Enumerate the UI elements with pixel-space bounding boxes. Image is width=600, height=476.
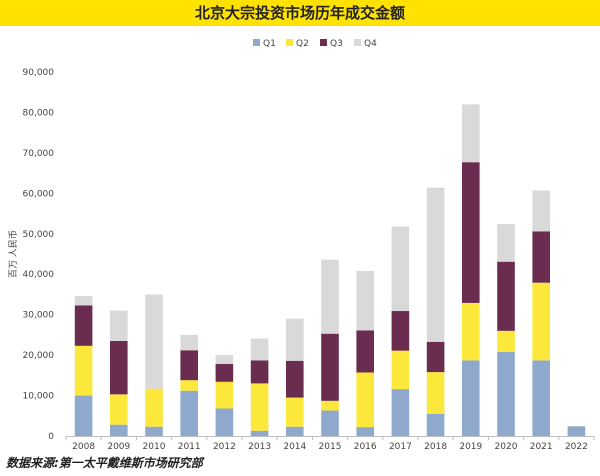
- bar-2014-q2: [286, 397, 304, 427]
- bar-2021-q1: [532, 360, 550, 436]
- bar-2013-q2: [250, 383, 269, 431]
- legend-label-q2: Q2: [296, 39, 309, 49]
- x-tick-label: 2020: [495, 442, 518, 452]
- y-tick-label: 70,000: [23, 149, 55, 159]
- bar-2011-q3: [180, 350, 198, 381]
- bar-2015-q4: [321, 259, 339, 334]
- y-axis-label: 百万 人民币: [8, 230, 19, 278]
- bar-2018-q2: [426, 372, 445, 414]
- bar-2009-q1: [110, 424, 128, 436]
- bar-2010-q2: [145, 388, 163, 427]
- y-tick-label: 50,000: [23, 230, 55, 240]
- bar-2021-q3: [532, 231, 550, 283]
- y-tick-label: 40,000: [23, 270, 55, 280]
- bar-2017-q2: [391, 350, 410, 390]
- bar-2012-q3: [215, 364, 234, 382]
- bar-2018-q4: [426, 187, 445, 342]
- y-tick-label: 80,000: [23, 108, 55, 118]
- x-tick-label: 2010: [143, 442, 166, 452]
- x-tick-label: 2022: [565, 442, 588, 452]
- bar-2010-q4: [145, 294, 163, 389]
- bar-2013-q3: [250, 360, 269, 384]
- bar-2011-q1: [180, 390, 198, 436]
- bar-2009-q4: [110, 310, 128, 341]
- bar-2013-q1: [250, 430, 269, 436]
- bar-2008-q4: [74, 296, 93, 306]
- x-tick-label: 2011: [178, 442, 201, 452]
- bar-2017-q4: [391, 226, 410, 312]
- x-tick-label: 2015: [319, 442, 342, 452]
- bar-2019-q2: [462, 302, 480, 361]
- bar-2019-q4: [462, 104, 480, 163]
- bar-2008-q1: [74, 395, 93, 436]
- legend-swatch-q3: [320, 39, 327, 46]
- bar-2017-q1: [391, 389, 410, 436]
- legend-swatch-q4: [354, 39, 361, 46]
- bar-2016-q1: [356, 427, 374, 436]
- x-tick-label: 2019: [459, 442, 482, 452]
- bar-2014-q4: [286, 318, 304, 361]
- bar-2008-q2: [74, 345, 93, 396]
- bar-2015-q1: [321, 410, 339, 436]
- x-tick-label: 2018: [424, 442, 447, 452]
- bar-2018-q1: [426, 413, 445, 436]
- bar-2011-q4: [180, 334, 198, 351]
- x-tick-label: 2008: [72, 442, 95, 452]
- bar-2008-q3: [74, 305, 93, 346]
- bar-2020-q1: [497, 351, 515, 436]
- bar-2009-q3: [110, 340, 128, 395]
- bar-2020-q2: [497, 330, 515, 352]
- bar-2014-q1: [286, 426, 304, 436]
- y-tick-label: 10,000: [23, 392, 55, 402]
- bar-2011-q2: [180, 380, 198, 391]
- x-tick-label: 2014: [283, 442, 306, 452]
- bar-2010-q1: [145, 426, 163, 436]
- x-tick-label: 2021: [530, 442, 553, 452]
- legend-label-q3: Q3: [330, 39, 343, 49]
- bar-2015-q3: [321, 333, 339, 401]
- y-tick-label: 90,000: [23, 68, 55, 78]
- bar-2020-q4: [497, 224, 515, 262]
- bar-2018-q3: [426, 341, 445, 373]
- chart-title: 北京大宗投资市场历年成交金额: [194, 4, 405, 22]
- y-tick-label: 0: [48, 432, 54, 442]
- bar-2012-q2: [215, 381, 234, 409]
- bar-2017-q3: [391, 311, 410, 351]
- title-bar: [0, 0, 600, 26]
- bar-2021-q4: [532, 190, 550, 232]
- x-tick-label: 2017: [389, 442, 412, 452]
- bar-2016-q4: [356, 270, 374, 331]
- x-tick-label: 2009: [107, 442, 130, 452]
- bar-2012-q4: [215, 355, 234, 365]
- legend-swatch-q1: [253, 39, 260, 46]
- y-tick-label: 30,000: [23, 311, 55, 321]
- source-note: 数据来源:第一太平戴维斯市场研究部: [6, 456, 203, 470]
- bar-2016-q2: [356, 372, 374, 428]
- bar-2016-q3: [356, 330, 374, 373]
- bar-2013-q4: [250, 338, 269, 361]
- bar-2020-q3: [497, 261, 515, 331]
- bar-2021-q2: [532, 282, 550, 361]
- y-tick-label: 20,000: [23, 351, 55, 361]
- y-tick-label: 60,000: [23, 189, 55, 199]
- legend-label-q1: Q1: [263, 39, 276, 49]
- bar-2015-q2: [321, 400, 339, 411]
- x-tick-label: 2012: [213, 442, 236, 452]
- bar-2019-q1: [462, 360, 480, 436]
- bar-2012-q1: [215, 408, 234, 436]
- bar-2009-q2: [110, 394, 128, 425]
- bar-2014-q3: [286, 360, 304, 398]
- bar-2019-q3: [462, 162, 480, 303]
- bar-2022-q1: [567, 426, 586, 436]
- legend-label-q4: Q4: [364, 39, 377, 49]
- x-tick-label: 2016: [354, 442, 377, 452]
- x-tick-label: 2013: [248, 442, 271, 452]
- legend-swatch-q2: [286, 39, 293, 46]
